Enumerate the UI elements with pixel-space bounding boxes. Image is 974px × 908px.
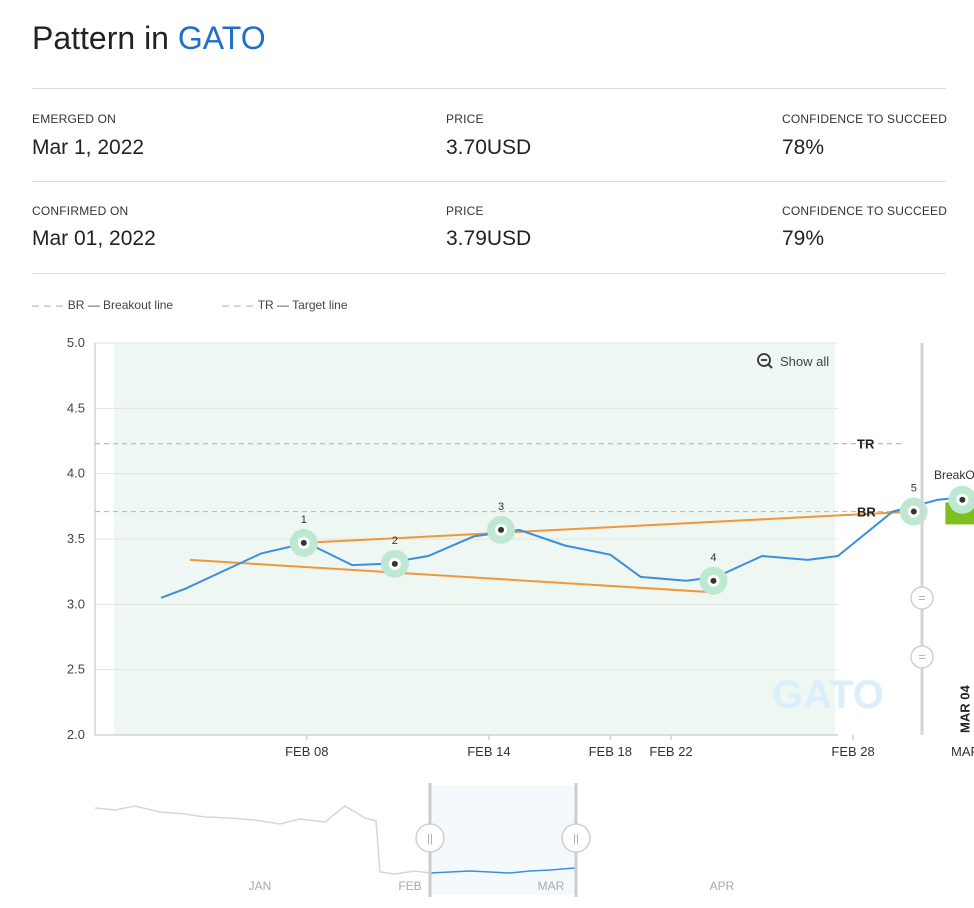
x-tick-label: FEB 28 [831, 744, 874, 759]
legend-dash-icon: – – – [222, 298, 254, 312]
pivot-point [391, 560, 398, 567]
pivot-halo [487, 515, 516, 544]
y-tick-label: 2.0 [67, 727, 85, 742]
emerged-on-label: EMERGED ON [32, 112, 117, 126]
show-all-button[interactable]: Show all [756, 352, 829, 370]
pivot-point [498, 526, 505, 533]
pivot-label: 3 [498, 501, 504, 513]
legend-target: – – – TR — Target line [222, 298, 348, 312]
navigator-grip-icon: || [573, 833, 579, 845]
current-date-label: MAR 04 [958, 685, 973, 733]
pivot-halo [899, 497, 928, 526]
divider [32, 273, 946, 274]
pivot-halo [699, 566, 728, 595]
pivot-halo [380, 549, 409, 578]
legend-target-label: TR — Target line [257, 298, 348, 312]
confirmed-on-value: Mar 01, 2022 [32, 227, 156, 250]
pivot-point [910, 508, 917, 515]
confirmed-price-label: PRICE [446, 204, 484, 218]
emerged-confidence-value: 78% [782, 136, 825, 159]
pivot-label: 1 [301, 514, 307, 526]
handle-grip-icon: = [918, 591, 925, 605]
upper-trend-line [303, 510, 914, 544]
navigator-selection [430, 785, 576, 895]
pivot-label: 4 [710, 552, 716, 564]
legend-breakout-label: BR — Breakout line [67, 298, 174, 312]
page-title: Pattern in GATO [32, 20, 266, 57]
pivot-ring [707, 574, 720, 587]
pivot-halo [289, 528, 318, 557]
breakout-line-label: BR [857, 505, 876, 520]
navigator-handle[interactable] [415, 823, 445, 853]
breakout-halo [948, 485, 974, 514]
pivot-point [710, 577, 717, 584]
navigator-handle[interactable] [561, 823, 591, 853]
breakout-point [959, 496, 966, 503]
pivot-point [300, 539, 307, 546]
pivot-ring [907, 505, 920, 518]
confirmed-confidence-value: 79% [782, 227, 825, 250]
pivot-label: 2 [392, 535, 398, 547]
confirmed-on-label: CONFIRMED ON [32, 204, 129, 218]
zoom-out-icon [757, 353, 773, 369]
y-tick-label: 4.5 [67, 400, 85, 415]
pivot-label: 5 [911, 483, 917, 495]
target-line-label: TR [857, 437, 875, 452]
navigator-history-line [94, 805, 431, 875]
emerged-confidence-label: CONFIDENCE TO SUCCEED [782, 112, 948, 126]
pivot-ring [388, 557, 401, 570]
navigator-tick-label: MAR [538, 879, 565, 893]
navigator-selection-line [429, 867, 576, 874]
title-prefix: Pattern in [32, 20, 178, 56]
divider [32, 181, 946, 182]
divider [32, 88, 946, 89]
navigator-grip-icon: || [427, 833, 433, 845]
y-tick-label: 2.5 [67, 662, 85, 677]
handle-grip-icon: = [918, 650, 925, 664]
navigator-tick-label: FEB [398, 879, 421, 893]
vertical-scroll-handle[interactable] [910, 586, 934, 610]
breakout-ring [956, 493, 969, 506]
emerged-price-value: 3.70USD [446, 136, 532, 159]
pivot-ring [495, 523, 508, 536]
y-tick-label: 3.5 [67, 531, 85, 546]
pivot-ring [297, 536, 310, 549]
vertical-scroll-handle[interactable] [910, 645, 934, 669]
breakout-box [945, 502, 974, 525]
x-tick-label: FEB 22 [649, 744, 692, 759]
confirmed-price-value: 3.79USD [446, 227, 532, 250]
navigator-tick-label: JAN [249, 879, 272, 893]
price-line [160, 495, 974, 599]
legend-breakout: – – – BR — Breakout line [32, 298, 173, 312]
lower-trend-line [189, 558, 719, 594]
symbol-watermark: GATO [772, 673, 884, 717]
x-tick-label: MAR 04 [951, 744, 974, 759]
x-tick-label: FEB 18 [589, 744, 632, 759]
legend-dash-icon: – – – [32, 298, 64, 312]
y-tick-label: 5.0 [67, 335, 85, 350]
breakout-label: BreakOut [934, 468, 974, 482]
ticker-symbol[interactable]: GATO [177, 20, 266, 56]
emerged-price-label: PRICE [446, 112, 484, 126]
pattern-area [114, 343, 835, 735]
navigator-tick-label: APR [710, 879, 735, 893]
y-tick-label: 4.0 [67, 466, 85, 481]
x-tick-label: FEB 14 [467, 744, 510, 759]
show-all-label: Show all [780, 353, 830, 369]
x-tick-label: FEB 08 [285, 744, 328, 759]
y-tick-label: 3.0 [67, 596, 85, 611]
emerged-on-value: Mar 1, 2022 [32, 136, 145, 159]
confirmed-confidence-label: CONFIDENCE TO SUCCEED [782, 204, 948, 218]
